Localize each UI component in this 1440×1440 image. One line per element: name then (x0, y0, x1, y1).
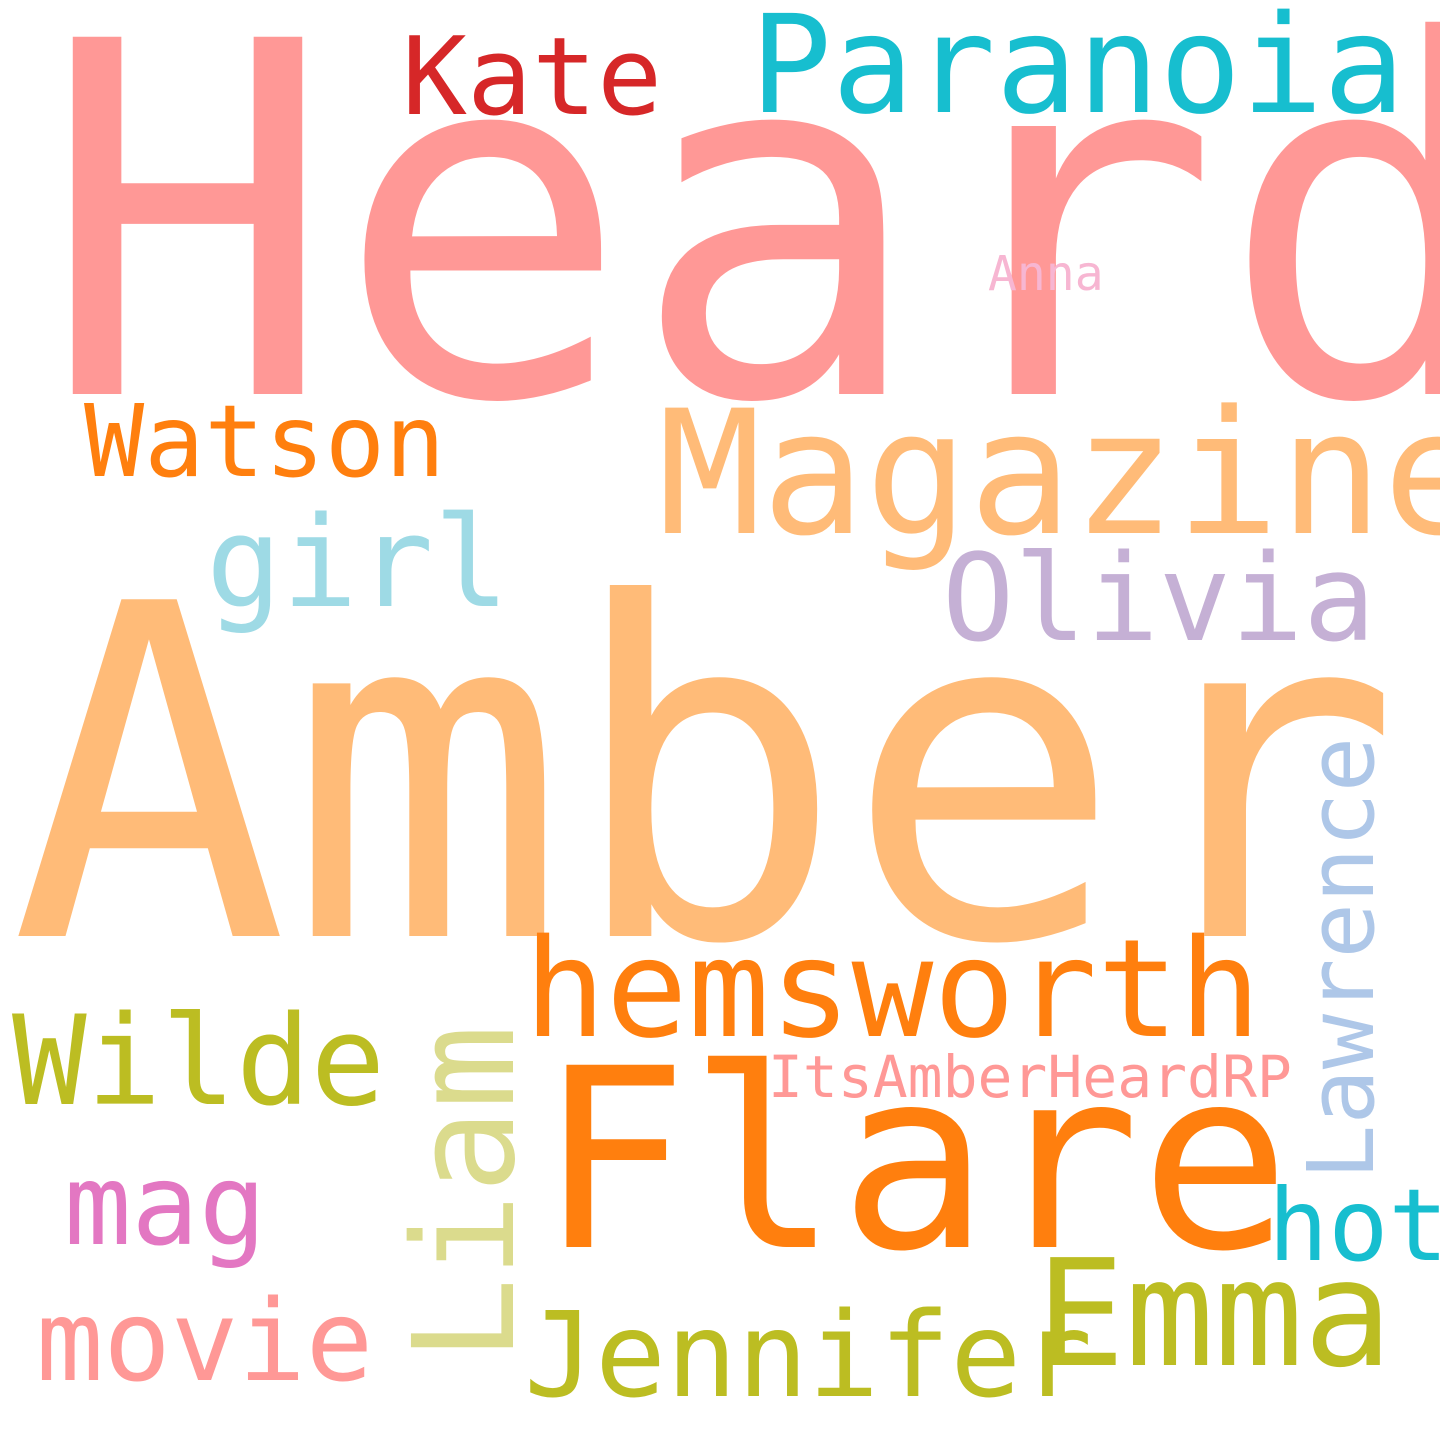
word-flare: Flare (538, 1015, 1291, 1306)
word-magazine: Magazine (658, 373, 1440, 574)
word-hot: hot (1268, 1167, 1440, 1284)
word-mag: mag (64, 1141, 267, 1271)
word-movie: movie (36, 1277, 374, 1407)
word-paranoia: Paranoia (750, 0, 1406, 145)
word-hemsworth: hemsworth (524, 911, 1261, 1069)
word-itsamberheardrp: ItsAmberHeardRP (768, 1043, 1292, 1111)
word-watson: Watson (84, 383, 446, 500)
word-olivia: Olivia (942, 530, 1376, 669)
word-liam: Liam (384, 1024, 547, 1362)
word-wilde: Wilde (12, 990, 386, 1134)
word-girl: girl (206, 489, 510, 636)
word-jennifer: Jennifer (524, 1286, 1093, 1424)
word-lawrence: Lawrence (1288, 736, 1395, 1180)
word-amber: Amber (10, 507, 1401, 1045)
word-anna: Anna (988, 246, 1104, 302)
word-kate: Kate (402, 15, 663, 140)
word-heard: Heard (40, 0, 1440, 510)
word-emma: Emma (1036, 1228, 1393, 1400)
